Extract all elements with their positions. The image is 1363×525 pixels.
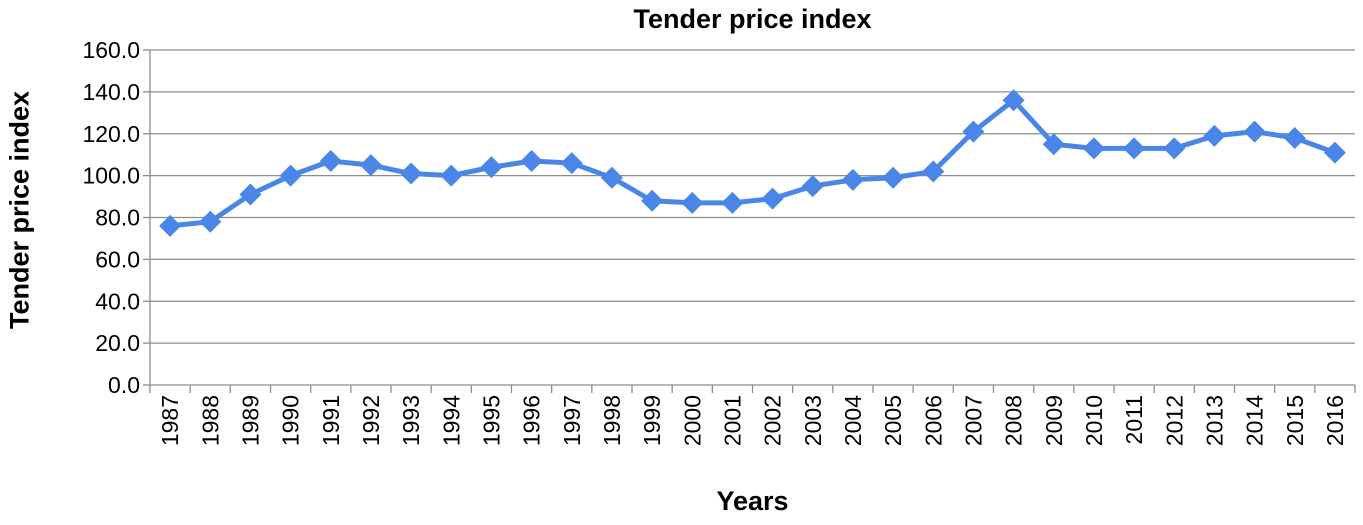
y-tick-label: 80.0 <box>95 205 140 231</box>
data-point-marker <box>962 120 985 143</box>
y-tick-label: 0.0 <box>108 372 140 398</box>
series-line <box>169 97 1336 229</box>
x-axis-ticks: 1987 1988 1989 1990 1991 1992 1993 1994 1995 1996… <box>149 385 1356 446</box>
x-tick-label: 1988 <box>197 395 223 446</box>
data-point-marker <box>159 214 182 237</box>
y-tick-label: 100.0 <box>82 163 140 189</box>
x-tick-label: 2016 <box>1322 395 1348 446</box>
x-tick-label: 1996 <box>519 395 545 446</box>
x-tick-label: 2004 <box>840 395 866 446</box>
x-tick-label: 1989 <box>237 395 263 446</box>
x-tick-label: 1990 <box>278 395 304 446</box>
x-tick-label: 2012 <box>1161 395 1187 446</box>
x-tick-label: 2014 <box>1242 395 1268 446</box>
x-tick-label: 1992 <box>358 395 384 446</box>
data-point-marker <box>1123 137 1146 160</box>
data-point-marker <box>1203 124 1226 147</box>
data-point-marker <box>359 154 382 177</box>
x-tick-label: 2000 <box>679 395 705 446</box>
data-point-marker <box>480 156 503 179</box>
x-tick-label: 2015 <box>1282 395 1308 446</box>
data-point-marker <box>1002 89 1025 112</box>
x-tick-label: 1999 <box>639 395 665 446</box>
data-point-marker <box>1243 120 1266 143</box>
x-tick-label: 2002 <box>760 395 786 446</box>
data-point-marker <box>560 152 583 175</box>
data-point-marker <box>319 149 342 172</box>
series-group <box>159 89 1346 237</box>
y-axis-ticks: 0.0 20.0 40.0 60.0 80.0 100.0 120.0 140.0 160.0 <box>82 37 150 398</box>
y-axis-label: Tender price index <box>4 90 35 330</box>
x-tick-label: 2009 <box>1041 395 1067 446</box>
data-point-marker <box>1042 133 1065 156</box>
chart-title: Tender price index <box>633 4 872 34</box>
y-tick-label: 20.0 <box>95 330 140 356</box>
x-tick-label: 1987 <box>157 395 183 446</box>
x-tick-label: 1994 <box>438 395 464 446</box>
data-point-marker <box>681 191 704 214</box>
data-point-marker <box>199 210 222 233</box>
data-point-marker <box>882 166 905 189</box>
data-point-marker <box>721 191 744 214</box>
data-point-marker <box>520 149 543 172</box>
x-tick-label: 1998 <box>599 395 625 446</box>
x-tick-label: 2008 <box>1001 395 1027 446</box>
y-tick-label: 60.0 <box>95 246 140 272</box>
data-point-marker <box>761 187 784 210</box>
data-point-marker <box>400 162 423 185</box>
y-tick-label: 160.0 <box>82 37 140 63</box>
data-point-marker <box>1082 137 1105 160</box>
x-tick-label: 1995 <box>478 395 504 446</box>
data-point-marker <box>600 166 623 189</box>
x-tick-label: 1993 <box>398 395 424 446</box>
x-tick-label: 2005 <box>880 395 906 446</box>
x-tick-label: 2010 <box>1081 395 1107 446</box>
gridlines <box>150 49 1355 344</box>
y-tick-label: 120.0 <box>82 121 140 147</box>
data-point-marker <box>1163 137 1186 160</box>
data-point-marker <box>641 189 664 212</box>
data-point-marker <box>922 160 945 183</box>
x-tick-label: 2011 <box>1121 395 1147 444</box>
data-point-marker <box>440 164 463 187</box>
x-tick-label: 2003 <box>800 395 826 446</box>
x-tick-label: 1997 <box>559 395 585 446</box>
data-point-marker <box>239 183 262 206</box>
data-point-marker <box>1323 141 1346 164</box>
x-axis-label: Years <box>716 486 789 516</box>
x-tick-label: 1991 <box>318 395 344 446</box>
data-point-marker <box>841 168 864 191</box>
x-tick-label: 2006 <box>920 395 946 446</box>
y-tick-label: 40.0 <box>95 288 140 314</box>
x-tick-label: 2001 <box>719 395 745 446</box>
data-point-marker <box>801 175 824 198</box>
x-tick-label: 2007 <box>960 395 986 446</box>
data-point-marker <box>279 164 302 187</box>
x-tick-label: 2013 <box>1201 395 1227 446</box>
y-tick-label: 140.0 <box>82 79 140 105</box>
data-point-marker <box>1283 126 1306 149</box>
